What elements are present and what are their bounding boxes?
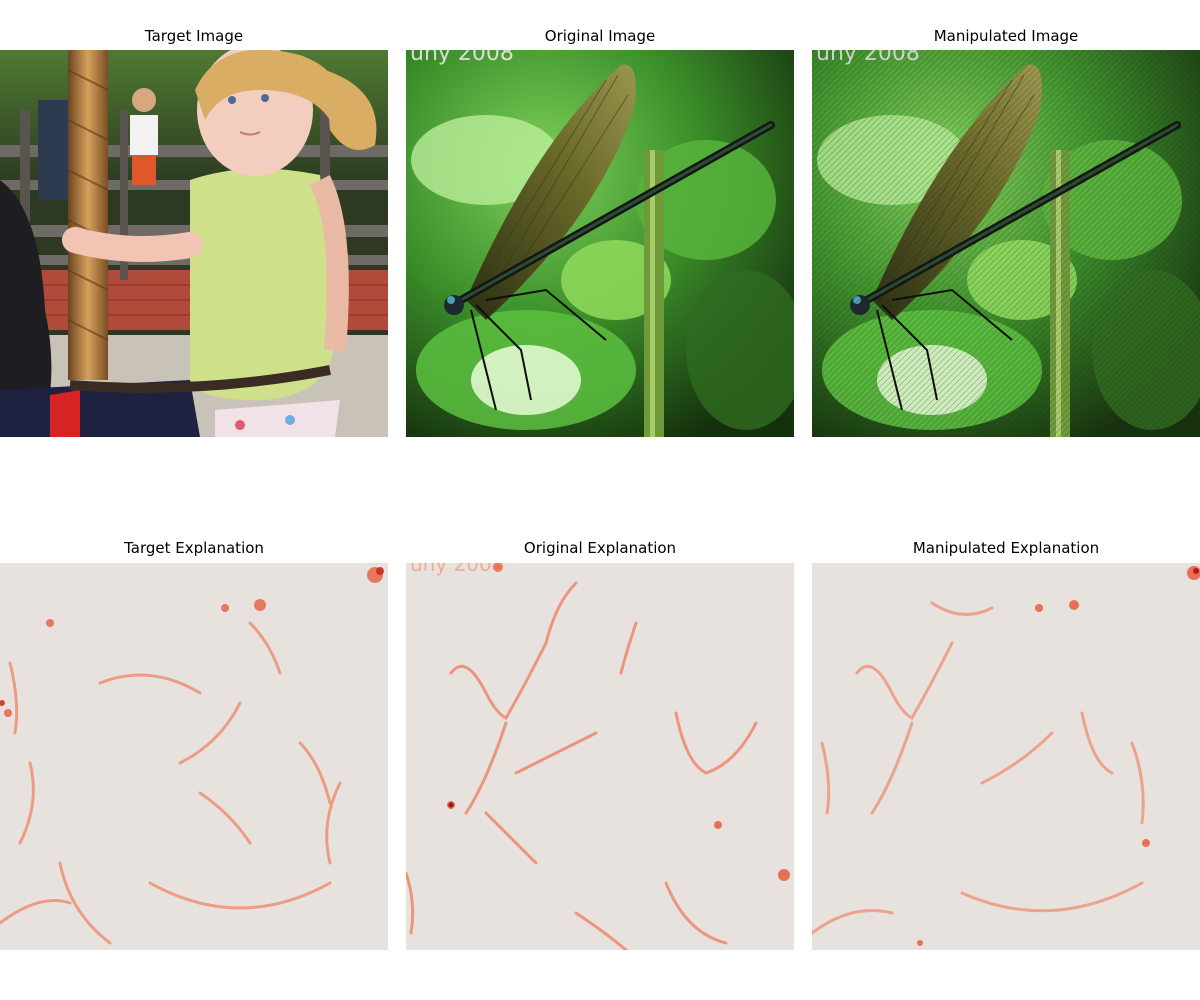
watermark: uny 2008: [410, 563, 504, 576]
manipulated-explanation-heatmap: [812, 563, 1200, 950]
panel-manipulated-explanation: Manipulated Explanation: [812, 512, 1200, 952]
target-image: [0, 50, 388, 437]
panel-title: Target Image: [144, 27, 244, 45]
original-explanation-heatmap: uny 2008: [406, 563, 794, 950]
panel-title: Target Explanation: [124, 539, 264, 557]
watermark: uny 2008: [410, 50, 514, 66]
watermark: uny 2008: [816, 50, 920, 66]
target-explanation-heatmap: [0, 563, 388, 950]
panel-title: Original Explanation: [523, 539, 677, 557]
panel-manipulated-image: Manipulated Image: [812, 0, 1200, 440]
panel-title: Manipulated Explanation: [912, 539, 1100, 557]
panel-title: Manipulated Image: [933, 27, 1079, 45]
panel-target-explanation: Target Explanation: [0, 512, 388, 952]
panel-target-image: Target Image: [0, 0, 388, 440]
manipulated-image: uny 2008: [812, 50, 1200, 437]
panel-original-image: Original Image: [406, 0, 794, 440]
panel-original-explanation: Original Explanation: [406, 512, 794, 952]
panel-title: Original Image: [544, 27, 656, 45]
original-image: uny 2008: [406, 50, 794, 437]
